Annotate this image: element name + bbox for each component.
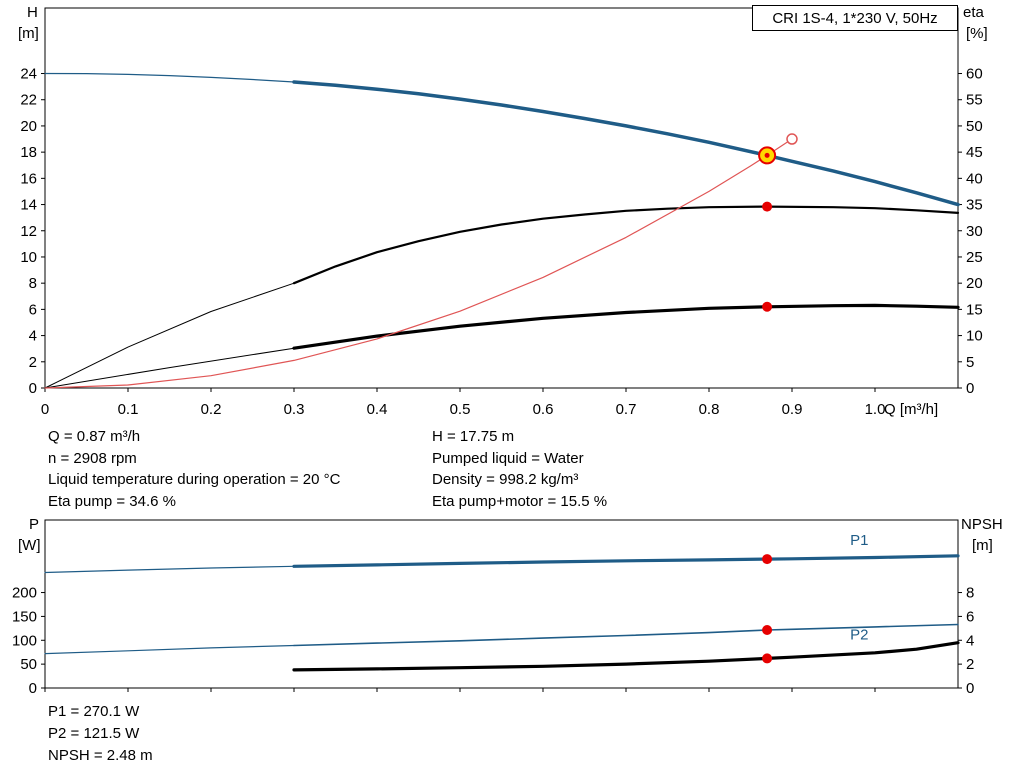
x-tick-label: 0.4 — [367, 401, 388, 418]
x-tick-label: 0.2 — [201, 401, 222, 418]
y-tick-label: 4 — [29, 328, 37, 345]
axis-label-npsh-unit: [m] — [972, 537, 993, 554]
y2-tick-label: 6 — [966, 608, 974, 625]
axis-label-h: H — [27, 4, 38, 21]
x-tick-label: 0.1 — [118, 401, 139, 418]
y-tick-label: 8 — [29, 275, 37, 292]
npsh-curve — [292, 641, 960, 672]
info-p1: P1 = 270.1 W — [48, 703, 140, 720]
y-tick-label: 20 — [20, 118, 37, 135]
npsh-point — [762, 653, 773, 664]
y2-tick-label: 50 — [966, 118, 983, 135]
p2-point — [762, 625, 773, 636]
x-tick-label: 0.9 — [782, 401, 803, 418]
p2-label: P2 — [850, 626, 868, 643]
system-curve-end-ring — [786, 133, 798, 145]
y-tick-label: 12 — [20, 223, 37, 240]
pump-title-box: CRI 1S-4, 1*230 V, 50Hz — [752, 5, 958, 31]
info-eta-pump: Eta pump = 34.6 % — [48, 493, 176, 510]
y2-tick-label: 0 — [966, 680, 974, 697]
y2-tick-label: 0 — [966, 380, 974, 397]
p1-curve-thin — [44, 565, 295, 574]
info-head: H = 17.75 m — [432, 428, 515, 445]
y2-tick-label: 30 — [966, 223, 983, 240]
info-flow: Q = 0.87 m³/h — [48, 428, 141, 445]
head-efficiency-chart-border — [44, 7, 959, 389]
y2-tick-label: 60 — [966, 66, 983, 83]
eta-pump-motor-curve — [292, 303, 960, 350]
y-tick-label: 0 — [29, 680, 37, 697]
y-tick-label: 24 — [20, 66, 37, 83]
y2-tick-label: 25 — [966, 249, 983, 266]
p1-curve — [292, 554, 960, 568]
x-tick-label: 1.0 — [865, 401, 886, 418]
hq-curve — [292, 80, 960, 207]
y2-tick-label: 20 — [966, 275, 983, 292]
y-tick-label: 100 — [12, 632, 37, 649]
y-tick-label: 50 — [20, 656, 37, 673]
p1-label: P1 — [850, 532, 868, 549]
y2-tick-label: 40 — [966, 170, 983, 187]
x-tick-label: 0.7 — [616, 401, 637, 418]
y-tick-label: 14 — [20, 197, 37, 214]
y-tick-label: 22 — [20, 92, 37, 109]
y-tick-label: 18 — [20, 144, 37, 161]
hq-curve-thin — [44, 72, 295, 83]
y-tick-label: 6 — [29, 301, 37, 318]
info-liquid-temp: Liquid temperature during operation = 20… — [48, 471, 341, 488]
y-tick-label: 16 — [20, 170, 37, 187]
info-p2: P2 = 121.5 W — [48, 725, 140, 742]
y2-tick-label: 15 — [966, 301, 983, 318]
y2-tick-label: 10 — [966, 328, 983, 345]
y2-tick-label: 4 — [966, 632, 974, 649]
y2-tick-label: 8 — [966, 585, 974, 602]
axis-label-eta: eta — [963, 4, 984, 21]
y-tick-label: 200 — [12, 585, 37, 602]
info-density: Density = 998.2 kg/m³ — [432, 471, 579, 488]
axis-label-npsh: NPSH — [961, 516, 1003, 533]
eta-pump-motor-curve-thin — [44, 347, 295, 389]
eta-pump-curve-thin — [44, 282, 295, 389]
p2-curve — [293, 623, 959, 647]
info-npsh: NPSH = 2.48 m — [48, 747, 153, 764]
info-pumped-liquid: Pumped liquid = Water — [432, 450, 584, 467]
info-speed: n = 2908 rpm — [48, 450, 137, 467]
x-tick-label: 0.6 — [533, 401, 554, 418]
duty-point-center — [764, 152, 770, 158]
x-tick-label: 0.3 — [284, 401, 305, 418]
y-tick-label: 0 — [29, 380, 37, 397]
p2-curve-thin — [44, 644, 295, 655]
x-tick-label: 0.5 — [450, 401, 471, 418]
axis-label-h-unit: [m] — [18, 25, 39, 42]
eta-pump-point — [762, 201, 773, 212]
eta-pump-curve — [292, 205, 960, 285]
p1-point — [762, 554, 773, 565]
axis-label-eta-unit: [%] — [966, 25, 988, 42]
y-tick-label: 150 — [12, 608, 37, 625]
axis-label-p: P — [29, 516, 40, 533]
y2-tick-label: 45 — [966, 144, 983, 161]
axis-label-p-unit: [W] — [18, 537, 41, 554]
power-npsh-chart-border — [44, 519, 959, 689]
y2-tick-label: 55 — [966, 92, 983, 109]
y-tick-label: 10 — [20, 249, 37, 266]
y2-tick-label: 2 — [966, 656, 974, 673]
info-eta-pump-motor: Eta pump+motor = 15.5 % — [432, 493, 608, 510]
eta-pump-motor-point — [762, 301, 773, 312]
y2-tick-label: 5 — [966, 354, 974, 371]
x-tick-label: 0 — [41, 401, 49, 418]
y2-tick-label: 35 — [966, 197, 983, 214]
system-curve — [44, 138, 793, 389]
x-tick-label: 0.8 — [699, 401, 720, 418]
axis-label-q: Q [m³/h] — [884, 401, 939, 418]
y-tick-label: 2 — [29, 354, 37, 371]
